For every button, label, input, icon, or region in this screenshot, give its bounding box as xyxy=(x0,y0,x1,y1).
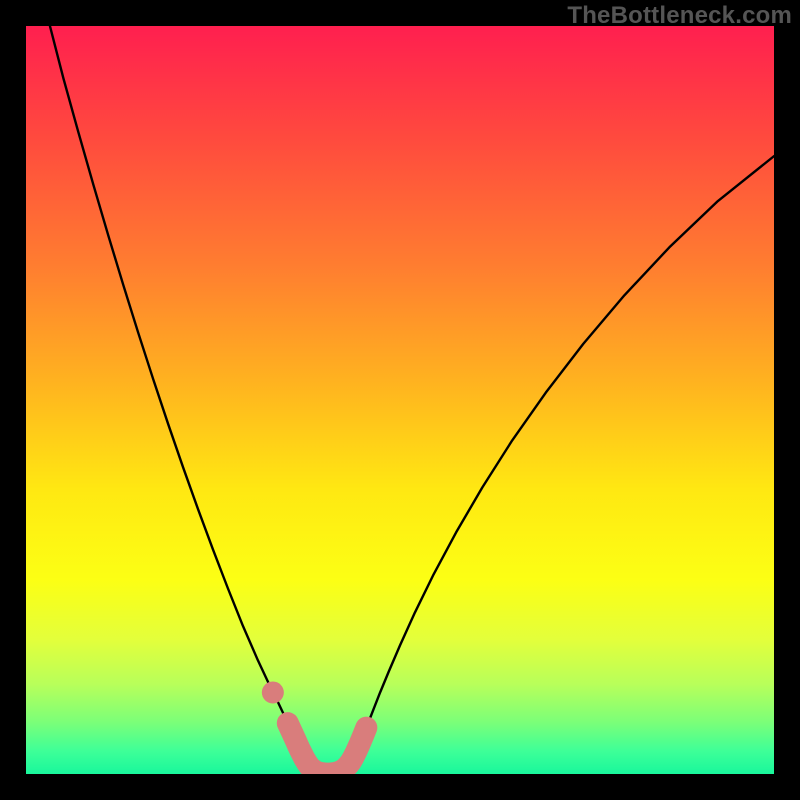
chart-svg xyxy=(26,26,774,774)
chart-frame: TheBottleneck.com xyxy=(0,0,800,800)
sweet-spot-dot xyxy=(262,681,284,703)
watermark-text: TheBottleneck.com xyxy=(567,2,792,30)
chart-background xyxy=(26,26,774,774)
chart-area xyxy=(26,26,774,774)
